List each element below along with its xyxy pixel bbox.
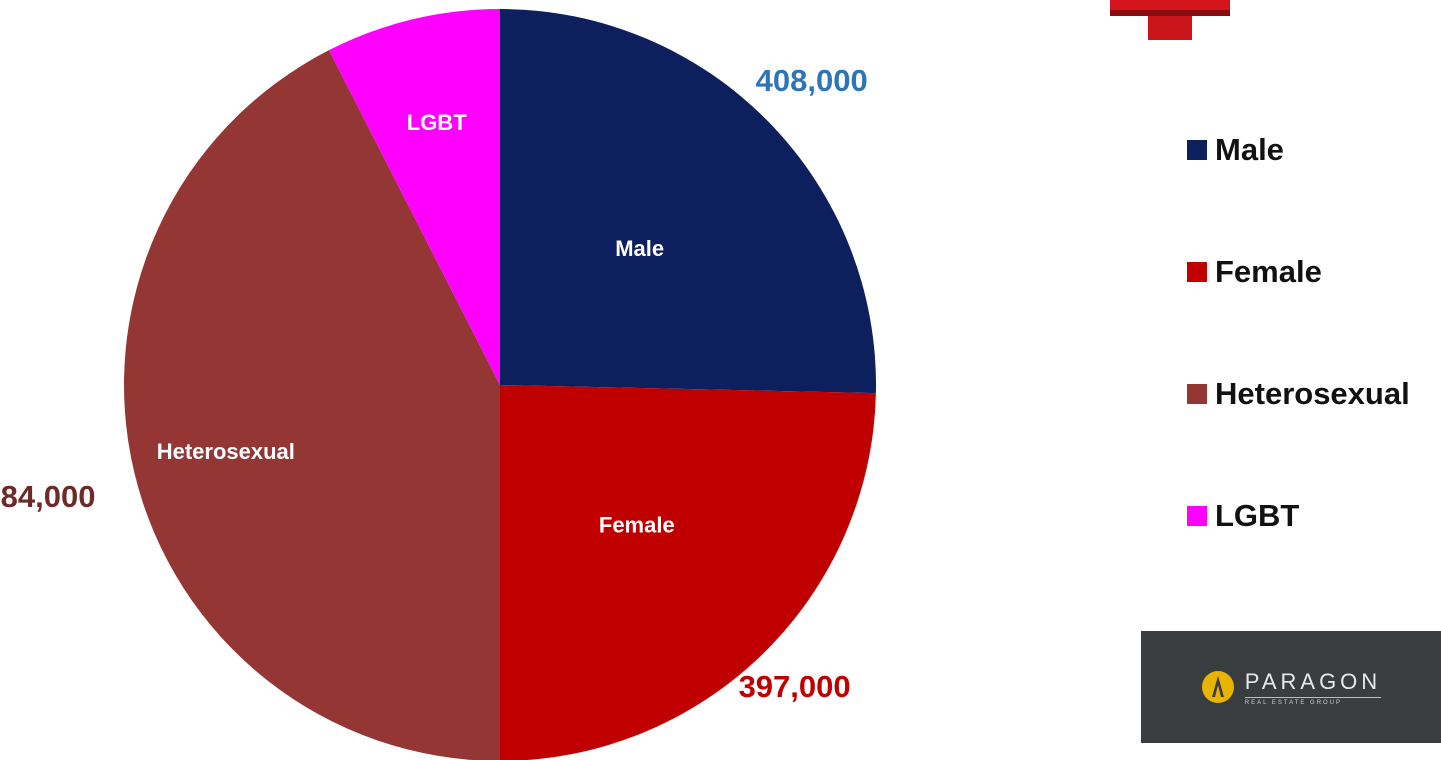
legend-item-male: Male bbox=[1187, 128, 1410, 172]
legend-item-heterosexual: Heterosexual bbox=[1187, 372, 1410, 416]
legend-item-female: Female bbox=[1187, 250, 1410, 294]
pie-slice-female bbox=[500, 385, 876, 760]
legend-swatch bbox=[1187, 262, 1207, 282]
slice-label-male: Male bbox=[615, 236, 664, 261]
logo-divider bbox=[1244, 696, 1382, 698]
legend-swatch bbox=[1187, 140, 1207, 160]
legend-label: LGBT bbox=[1215, 498, 1300, 533]
red-cross-decoration bbox=[1110, 0, 1230, 40]
value-label-male: 408,000 bbox=[756, 63, 868, 98]
pie-slice-lgbt bbox=[328, 9, 500, 385]
legend-item-lgbt: LGBT bbox=[1187, 494, 1410, 538]
compass-icon bbox=[1201, 671, 1234, 703]
slice-label-female: Female bbox=[599, 513, 675, 538]
legend-swatch bbox=[1187, 506, 1207, 526]
legend-label: Female bbox=[1215, 254, 1322, 289]
logo-tagline: REAL ESTATE GROUP bbox=[1244, 699, 1343, 706]
slice-label-lgbt: LGBT bbox=[407, 110, 467, 135]
legend-label: Heterosexual bbox=[1215, 376, 1410, 411]
legend-swatch bbox=[1187, 384, 1207, 404]
chart-legend: Male Female Heterosexual LGBT bbox=[1187, 128, 1410, 538]
slice-label-heterosexual: Heterosexual bbox=[157, 439, 295, 464]
logo-name: PARAGON bbox=[1244, 668, 1382, 694]
pie-slice-male bbox=[500, 9, 876, 394]
legend-label: Male bbox=[1215, 132, 1284, 167]
value-label-heterosexual: 684,000 bbox=[0, 479, 95, 514]
paragon-logo: PARAGON REAL ESTATE GROUP bbox=[1141, 631, 1441, 743]
value-label-female: 397,000 bbox=[739, 669, 851, 704]
pie-slice-heterosexual bbox=[124, 50, 500, 760]
